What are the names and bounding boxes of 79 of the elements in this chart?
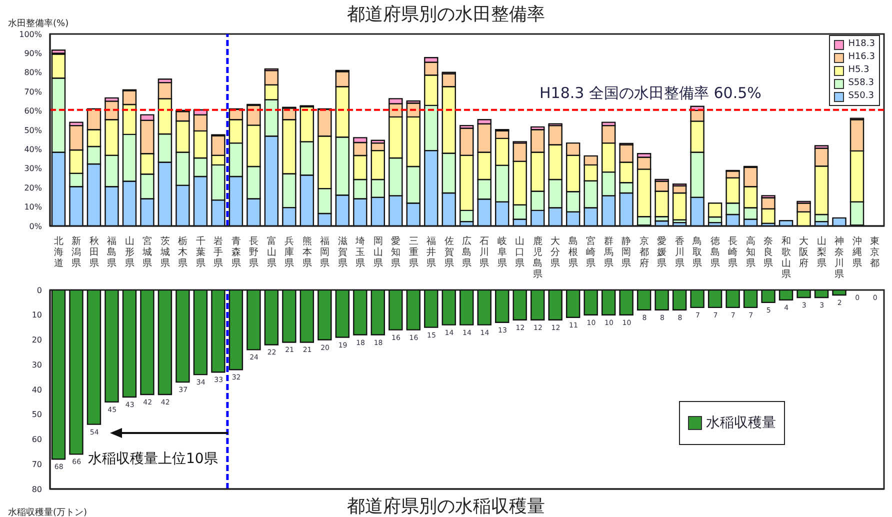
x-tick-label: 石川県 (480, 236, 490, 269)
x-tick-label: 愛知県 (391, 235, 402, 269)
x-tick-label: 山梨県 (816, 235, 827, 269)
x-tick-label: 滋賀県 (338, 235, 348, 269)
y-tick-label: 60 (32, 435, 42, 444)
x-tick-label: 神奈川県 (834, 235, 845, 280)
x-tick-label: 和歌山県 (781, 235, 792, 280)
y-tick-label: 60% (24, 106, 42, 116)
legend-label: S58.3 (847, 77, 875, 90)
y-tick-label: 10 (32, 310, 42, 320)
y-axis-title: 水稲収穫量(万トン) (8, 506, 88, 517)
y-tick-label: 70 (32, 460, 42, 469)
x-tick-label: 高知県 (746, 235, 756, 269)
x-tick-label: 京都府 (639, 235, 650, 269)
x-tick-label: 愛媛県 (657, 235, 668, 269)
x-tick-label: 茨城県 (159, 235, 170, 269)
x-tick-label: 大分県 (550, 235, 561, 269)
y-tick-label: 80 (32, 484, 42, 494)
x-tick-label: 岡山県 (373, 236, 384, 269)
x-tick-label: 鹿児島県 (532, 235, 543, 280)
annotation: 水稲収穫量上位10県 (88, 450, 218, 468)
x-tick-label: 北海道 (54, 235, 64, 269)
x-tick-label: 佐賀県 (444, 236, 454, 269)
y-tick-label: 90% (24, 49, 42, 58)
x-tick-label: 長野県 (249, 236, 260, 269)
text: 都道府県別の水稲収穫量 (347, 496, 545, 517)
y-tick-label: 10% (24, 202, 42, 212)
y-axis-title: 水田整備率(%) (8, 18, 69, 30)
x-tick-label: 青森県 (231, 235, 242, 269)
x-tick-label: 奈良県 (764, 236, 774, 269)
x-tick-label: 岐阜県 (497, 235, 508, 269)
x-tick-label: 沖縄県 (851, 235, 862, 269)
x-tick-label: 大阪府 (799, 235, 810, 269)
x-tick-label: 栃木県 (178, 235, 188, 269)
x-tick-label: 宮城県 (142, 235, 153, 269)
y-tick-label: 40 (32, 385, 42, 394)
chart-title: 都道府県別の水田整備率 (347, 4, 545, 25)
y-tick-label: 20 (32, 336, 42, 345)
x-tick-label: 東京都 (870, 235, 880, 269)
y-tick-label: 50% (24, 126, 42, 135)
x-tick-label: 熊本県 (302, 235, 312, 269)
x-tick-label: 鳥取県 (692, 235, 703, 269)
y-tick-label: 100% (19, 30, 42, 39)
y-tick-label: 40% (24, 145, 42, 154)
y-tick-label: 70% (24, 87, 42, 96)
x-tick-label: 徳島県 (710, 236, 720, 269)
y-tick-label: 20% (24, 183, 42, 192)
ref-line-label: H18.3 全国の水田整備率 60.5% (540, 84, 762, 102)
x-tick-label: 山形県 (124, 235, 135, 269)
x-tick-label: 香川県 (674, 235, 685, 269)
y-tick-label: 0 (36, 286, 42, 295)
legend-label: 水稲収穫量 (705, 414, 776, 432)
x-tick-label: 岩手県 (214, 235, 224, 269)
x-tick-label: 兵庫県 (284, 235, 295, 269)
x-tick-label: 新潟県 (72, 235, 82, 269)
x-tick-label: 千葉県 (196, 235, 206, 269)
x-tick-label: 群馬県 (602, 235, 614, 269)
legend-label: H5.3 (847, 64, 870, 77)
x-tick-label: 広島県 (462, 235, 472, 269)
x-tick-label: 福島県 (107, 235, 118, 269)
y-tick-label: 30 (32, 360, 42, 370)
x-tick-label: 富山県 (266, 235, 277, 269)
x-tick-label: 三重県 (408, 236, 419, 269)
legend-label: S50.3 (847, 90, 875, 103)
x-tick-label: 福岡県 (320, 235, 330, 269)
x-tick-label: 静岡県 (622, 235, 632, 269)
x-tick-label: 島根県 (568, 235, 578, 269)
legend-label: H18.3 (847, 38, 875, 51)
x-tick-label: 宮崎県 (586, 235, 596, 269)
legend-label: H16.3 (847, 51, 875, 64)
y-tick-label: 50 (32, 410, 42, 420)
x-tick-label: 山口県 (515, 235, 526, 269)
y-tick-label: 80% (24, 68, 42, 78)
y-tick-label: 30% (24, 164, 42, 174)
y-tick-label: 0% (29, 222, 42, 231)
x-tick-label: 福井県 (426, 235, 437, 269)
x-tick-label: 秋田県 (89, 235, 100, 269)
x-tick-label: 長崎県 (728, 236, 738, 269)
x-tick-label: 埼玉県 (354, 235, 366, 269)
